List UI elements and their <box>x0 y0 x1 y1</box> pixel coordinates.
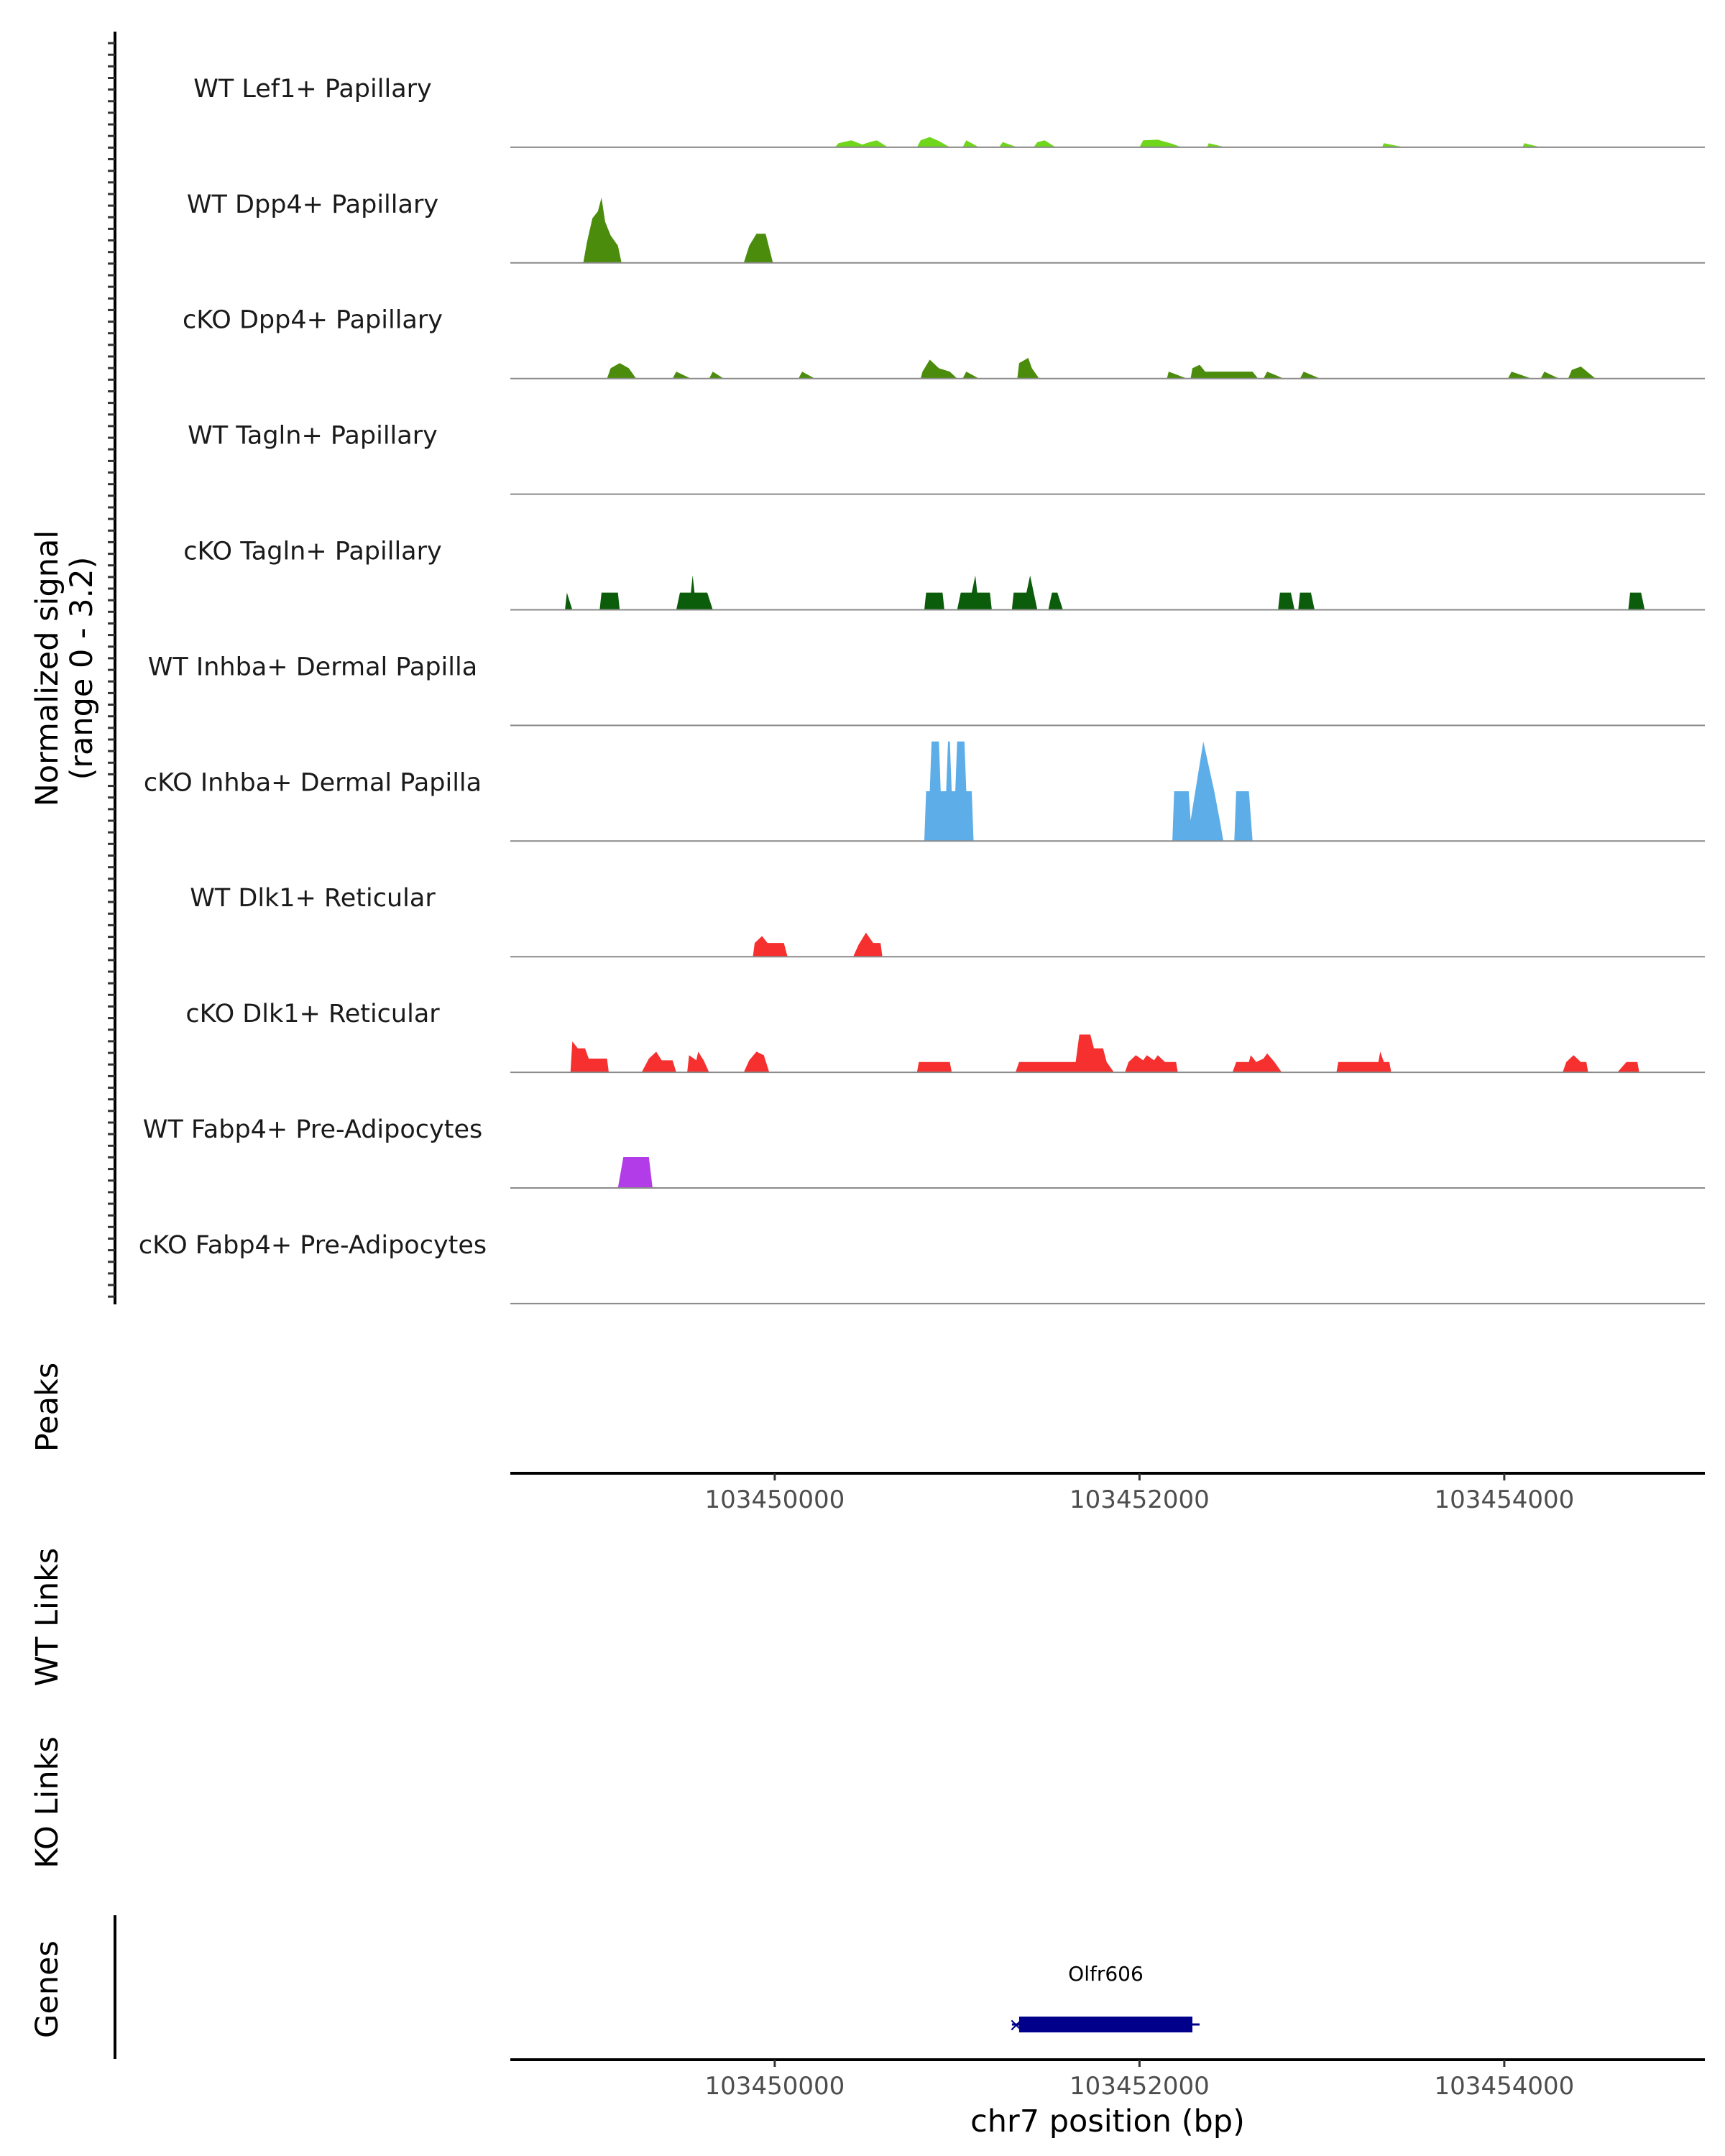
track: cKO Fabp4+ Pre-Adipocytes <box>139 1231 1705 1304</box>
track-label: cKO Dlk1+ Reticular <box>185 1000 440 1028</box>
track: cKO Inhba+ Dermal Papilla <box>144 741 1705 842</box>
genes-x-axis: 103450000 103452000 103454000 <box>705 2060 1575 2101</box>
coverage-area <box>753 932 883 957</box>
track: cKO Dlk1+ Reticular <box>185 1000 1705 1074</box>
x-axis-title: chr7 position (bp) <box>970 2104 1245 2139</box>
track: WT Inhba+ Dermal Papilla <box>148 653 1705 727</box>
y-axis-title: Normalized signal <box>29 530 65 807</box>
x-tick-label: 103452000 <box>1070 2072 1210 2101</box>
track-label: WT Dpp4+ Papillary <box>187 190 438 219</box>
track-label: cKO Fabp4+ Pre-Adipocytes <box>139 1231 487 1260</box>
y-axis-subtitle: (range 0 - 3.2) <box>64 557 100 780</box>
x-tick-label: 103452000 <box>1070 1485 1210 1514</box>
track-label: cKO Inhba+ Dermal Papilla <box>144 768 482 797</box>
track-label: WT Fabp4+ Pre-Adipocytes <box>143 1115 482 1144</box>
x-tick-label: 103450000 <box>705 1485 845 1514</box>
track-label: WT Dlk1+ Reticular <box>190 884 436 913</box>
track-label: WT Lef1+ Papillary <box>193 75 432 103</box>
peaks-x-axis: 103450000 103452000 103454000 <box>705 1473 1575 1514</box>
track-label: WT Tagln+ Papillary <box>188 422 438 451</box>
x-tick-label: 103450000 <box>705 2072 845 2101</box>
track: WT Fabp4+ Pre-Adipocytes <box>143 1115 1705 1189</box>
gene-annotations: × Olfr606 <box>1008 1962 1200 2036</box>
coverage-tracks: WT Lef1+ Papillary WT Dpp4+ Papillary cKO … <box>139 75 1705 1304</box>
coverage-area <box>617 1157 653 1188</box>
y-axis-ticks <box>108 42 115 1298</box>
track-label: cKO Dpp4+ Papillary <box>183 306 443 335</box>
coverage-area <box>570 1034 1639 1073</box>
track: cKO Tagln+ Papillary <box>183 538 1705 611</box>
x-tick-label: 103454000 <box>1435 2072 1575 2101</box>
wt-links-panel-label: WT Links <box>29 1548 65 1687</box>
track: WT Lef1+ Papillary <box>193 75 1705 148</box>
gene-label: Olfr606 <box>1068 1962 1144 1986</box>
coverage-y-axis <box>108 32 116 1304</box>
gene-strand-marker: × <box>1008 2014 1024 2036</box>
ko-links-panel-label: KO Links <box>29 1736 65 1869</box>
track-label: WT Inhba+ Dermal Papilla <box>148 653 477 681</box>
coverage-area <box>583 198 804 263</box>
track: WT Dpp4+ Papillary <box>187 190 1705 264</box>
track-label: cKO Tagln+ Papillary <box>183 538 442 566</box>
peaks-panel-label: Peaks <box>29 1363 65 1452</box>
track: cKO Dpp4+ Papillary <box>183 306 1705 379</box>
coverage-area <box>924 741 1253 842</box>
track: WT Dlk1+ Reticular <box>190 884 1705 958</box>
track: WT Tagln+ Papillary <box>188 422 1705 495</box>
genes-panel-label: Genes <box>29 1940 65 2038</box>
x-tick-label: 103454000 <box>1435 1485 1575 1514</box>
